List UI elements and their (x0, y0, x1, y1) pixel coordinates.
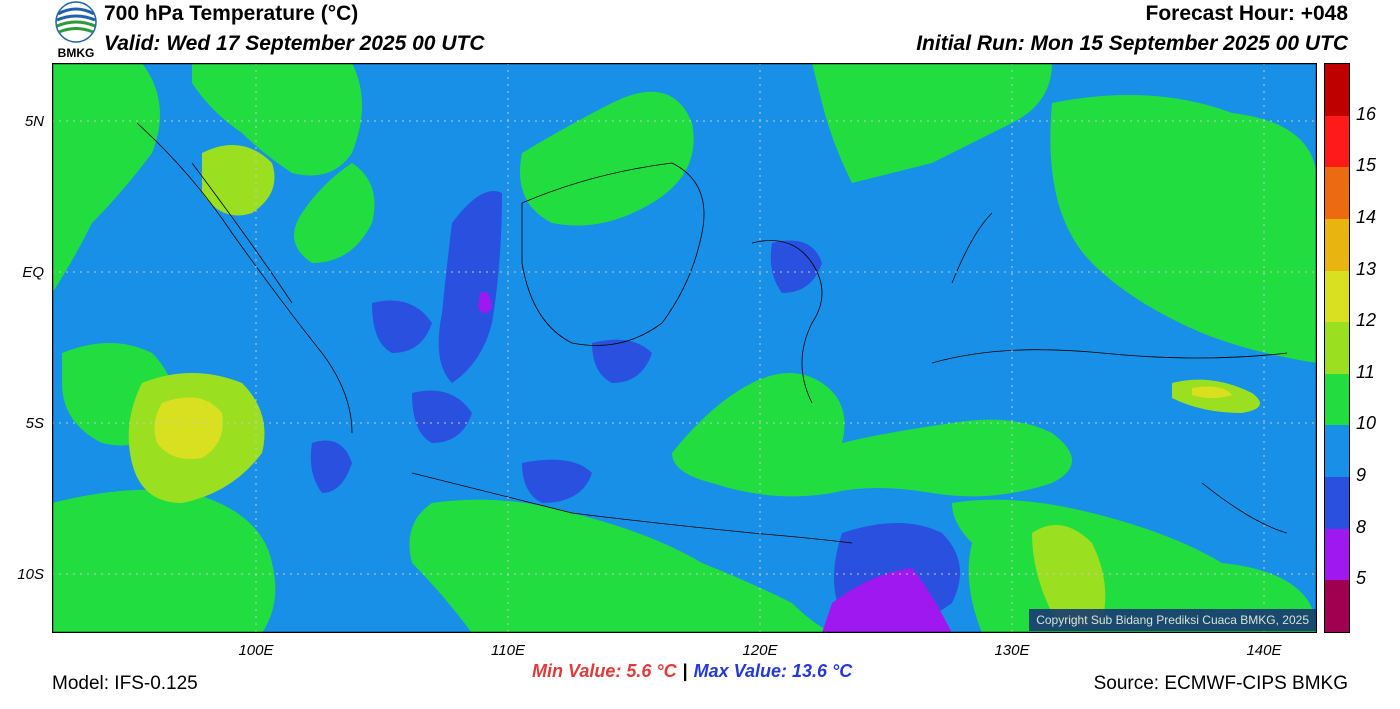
max-value: Max Value: 13.6 °C (693, 661, 853, 681)
colorbar-segment (1325, 64, 1349, 116)
temp-band-12-13 (154, 386, 1232, 459)
colorbar-label: 13 (1356, 258, 1377, 279)
colorbar-segment (1325, 580, 1349, 632)
colorbar-label: 10 (1356, 413, 1377, 434)
colorbar-segment (1325, 167, 1349, 219)
min-value: Min Value: 5.6 °C (532, 661, 677, 681)
colorbar-segment (1325, 373, 1349, 426)
lon-label-100e: 100E (238, 642, 274, 659)
bmkg-logo-icon: BMKG (55, 1, 97, 60)
source-label: Source: ECMWF-CIPS BMKG (1093, 673, 1348, 694)
temp-band-10-11 (52, 63, 1317, 633)
coastlines (136, 122, 1288, 544)
colorbar-label: 14 (1356, 206, 1377, 227)
lon-label-130e: 130E (994, 642, 1030, 659)
forecast-hour: Forecast Hour: +048 (1145, 2, 1349, 25)
colorbar-label: 8 (1356, 516, 1367, 537)
lon-label-140e: 140E (1246, 642, 1282, 659)
map-title: 700 hPa Temperature (°C) (104, 2, 359, 25)
lat-label-5s: 5S (25, 415, 44, 432)
colorbar (1324, 63, 1350, 633)
colorbar-label: 5 (1356, 568, 1367, 589)
temperature-map (52, 63, 1317, 633)
lon-label-110e: 110E (491, 642, 525, 659)
colorbar-label: 16 (1356, 103, 1377, 124)
lat-label-eq: EQ (22, 264, 44, 281)
colorbar-segment (1325, 425, 1349, 477)
colorbar-label: 12 (1356, 310, 1377, 331)
colorbar-segment (1325, 528, 1349, 581)
colorbar-segment (1325, 477, 1349, 529)
grid-lines (52, 63, 1317, 633)
lat-label-10s: 10S (17, 566, 44, 583)
min-max-values: Min Value: 5.6 °C | Max Value: 13.6 °C (532, 661, 853, 681)
temp-band-5-8 (478, 292, 952, 633)
initial-run: Initial Run: Mon 15 September 2025 00 UT… (916, 32, 1348, 55)
logo-text: BMKG (58, 46, 95, 60)
lon-label-120e: 120E (742, 642, 778, 659)
colorbar-segment (1325, 322, 1349, 374)
colorbar-segment (1325, 270, 1349, 323)
colorbar-segment (1325, 115, 1349, 168)
colorbar-label: 9 (1356, 465, 1367, 486)
colorbar-label: 15 (1356, 155, 1377, 176)
model-label: Model: IFS-0.125 (52, 673, 198, 694)
colorbar-segment (1325, 218, 1349, 271)
valid-time: Valid: Wed 17 September 2025 00 UTC (104, 32, 485, 55)
copyright-notice: Copyright Sub Bidang Prediksi Cuaca BMKG… (1029, 609, 1316, 631)
colorbar-label: 11 (1356, 361, 1375, 382)
lat-label-5n: 5N (24, 113, 44, 130)
